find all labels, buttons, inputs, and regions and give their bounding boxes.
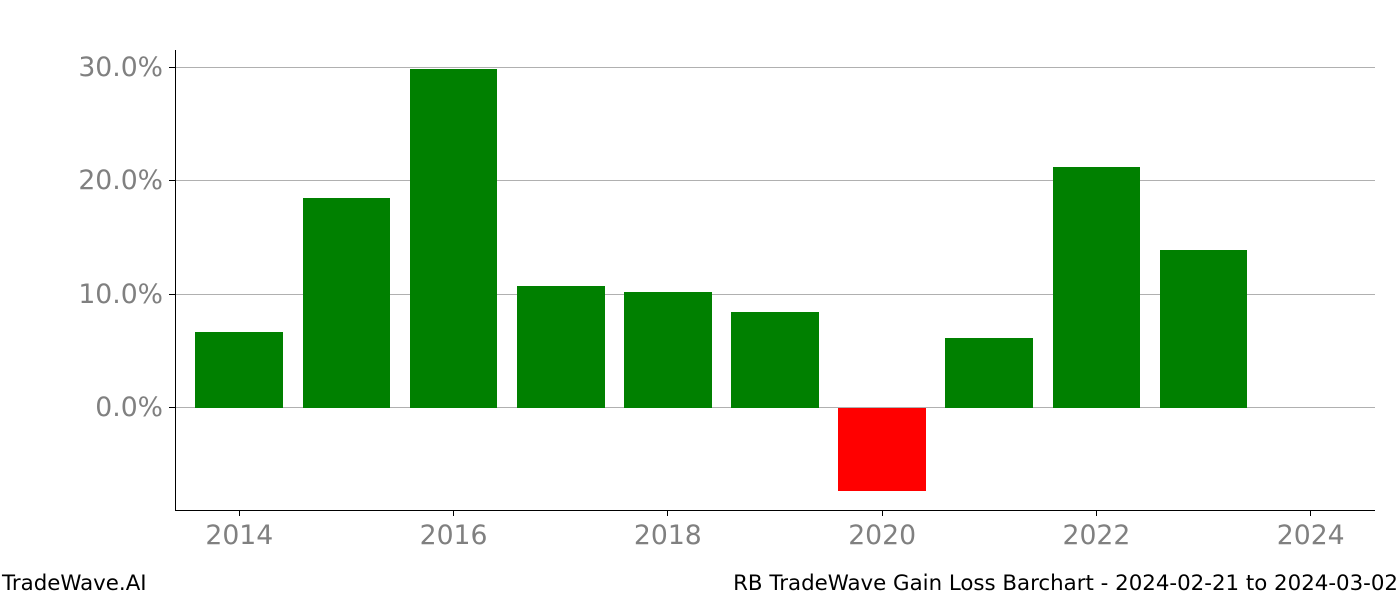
bar	[410, 69, 498, 407]
y-axis-spine	[175, 50, 176, 510]
x-tick-label: 2018	[634, 520, 702, 551]
x-tick-mark	[667, 510, 668, 516]
bar	[1053, 167, 1141, 408]
x-tick-mark	[1310, 510, 1311, 516]
footer-left-text: TradeWave.AI	[2, 571, 147, 596]
bar	[624, 292, 712, 408]
bar	[945, 338, 1033, 407]
y-tick-label: 20.0%	[78, 165, 163, 196]
footer-right-text: RB TradeWave Gain Loss Barchart - 2024-0…	[733, 571, 1398, 596]
figure: TradeWave.AI RB TradeWave Gain Loss Barc…	[0, 0, 1400, 600]
bar	[303, 198, 391, 408]
x-tick-label: 2020	[848, 520, 916, 551]
x-tick-label: 2016	[420, 520, 488, 551]
bar	[195, 332, 283, 408]
y-tick-label: 0.0%	[95, 392, 163, 423]
bar	[1160, 250, 1248, 408]
x-tick-label: 2022	[1063, 520, 1131, 551]
x-tick-mark	[453, 510, 454, 516]
bar	[517, 286, 605, 408]
x-tick-label: 2014	[205, 520, 273, 551]
x-tick-mark	[1096, 510, 1097, 516]
y-tick-label: 10.0%	[78, 279, 163, 310]
bar	[731, 312, 819, 407]
x-tick-label: 2024	[1277, 520, 1345, 551]
y-grid-line	[175, 180, 1375, 181]
x-axis-spine	[175, 510, 1375, 511]
y-tick-label: 30.0%	[78, 52, 163, 83]
x-tick-mark	[239, 510, 240, 516]
bar	[838, 408, 926, 491]
y-grid-line	[175, 67, 1375, 68]
x-tick-mark	[882, 510, 883, 516]
